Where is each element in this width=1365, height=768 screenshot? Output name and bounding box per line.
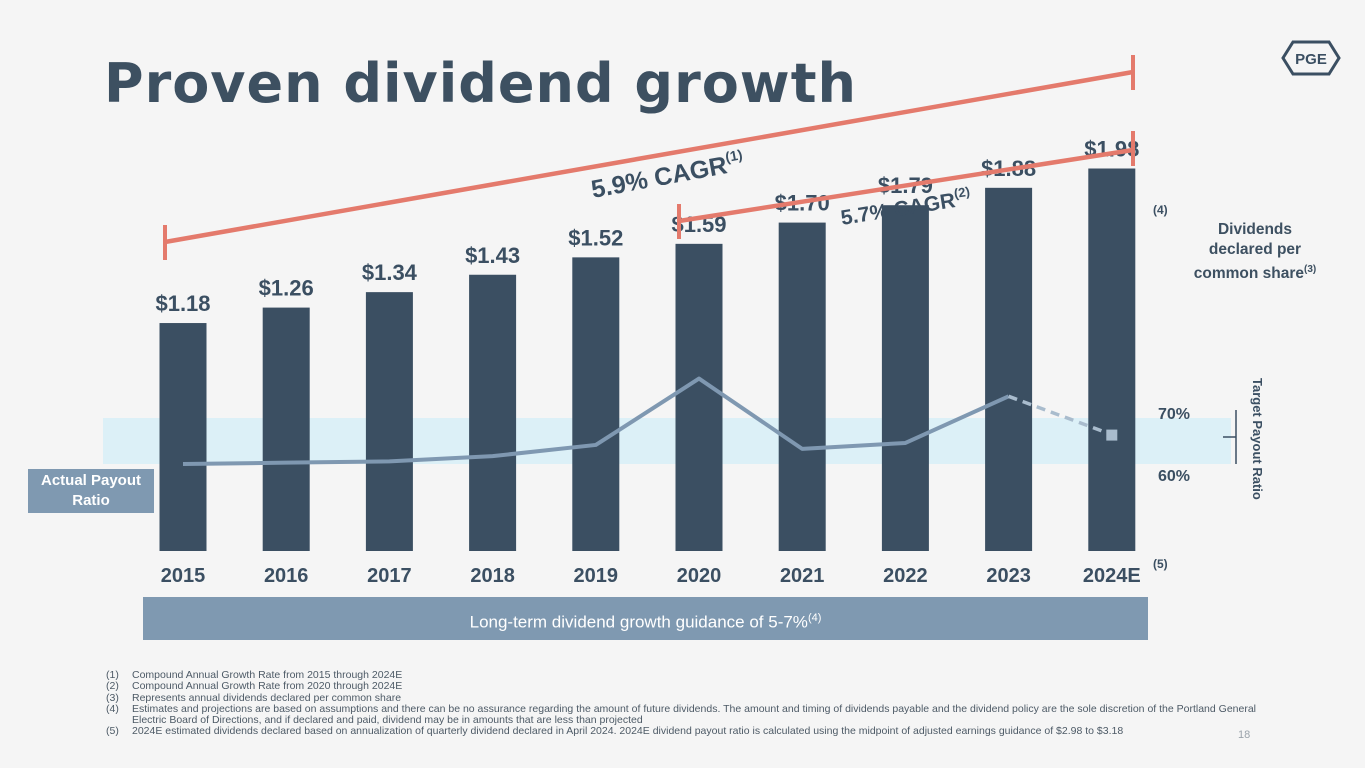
year-note: (5) (1153, 557, 1168, 571)
bar-label-2018: $1.43 (465, 243, 520, 268)
payout-line-projected (1007, 394, 1109, 435)
footnote-item: (1) Compound Annual Growth Rate from 2015… (106, 669, 403, 681)
bar-2024E (1088, 168, 1136, 551)
bar-2016 (262, 307, 310, 551)
target-high-label: 70% (1158, 406, 1190, 423)
legend-line-2: declared per (1208, 241, 1302, 258)
year-label-2021: 2021 (780, 565, 825, 587)
pge-logo: PGE (1281, 40, 1341, 76)
year-label-2019: 2019 (574, 565, 619, 587)
footnote-item: (4) Estimates and projections are based o… (106, 702, 1257, 727)
bar-2017 (365, 292, 413, 551)
footnote-item: (2) Compound Annual Growth Rate from 2020… (106, 680, 403, 693)
bar-2020 (675, 243, 723, 551)
year-label-2017: 2017 (367, 565, 412, 587)
bar-2018 (469, 274, 517, 551)
cagr-short-bracket (678, 147, 1134, 224)
dividend-note: (4) (1153, 203, 1168, 217)
year-label-2023: 2023 (986, 565, 1031, 587)
bar-label-2019: $1.52 (568, 225, 623, 250)
cagr-long-bracket (164, 69, 1134, 245)
bar-label-2017: $1.34 (362, 260, 418, 285)
year-label-2020: 2020 (677, 565, 722, 587)
year-label-2022: 2022 (883, 565, 928, 587)
dividend-legend: Dividends declared per common share(3) (1190, 220, 1320, 284)
footnotes: (1) Compound Annual Growth Rate from 2015… (106, 669, 1257, 738)
year-label-2024E: 2024E (1083, 565, 1141, 587)
bar-label-2016: $1.26 (259, 276, 314, 301)
legend-line-1: Dividends (1217, 221, 1293, 238)
page-number: 18 (1238, 729, 1251, 741)
target-payout-label: Target Payout Ratio (1250, 378, 1265, 500)
bar-2022 (881, 205, 929, 552)
bar-2015 (159, 323, 207, 551)
year-label-2018: 2018 (470, 565, 515, 587)
payout-2024e-marker (1106, 429, 1118, 441)
page-title: Proven dividend growth (104, 52, 857, 115)
legend-line-3: common share(3) (1193, 264, 1317, 283)
actual-payout-label: Actual Payout Ratio (28, 469, 154, 513)
logo-text: PGE (1295, 51, 1327, 68)
year-label-2016: 2016 (264, 565, 309, 587)
bar-2021 (778, 222, 826, 551)
bar-2023 (985, 187, 1033, 551)
bar-label-2015: $1.18 (155, 291, 210, 316)
footnote-item: (3) Represents annual dividends declared … (106, 691, 402, 704)
footnote-item: (5) 2024E estimated dividends declared ba… (106, 725, 1124, 738)
payout-line (182, 376, 1010, 466)
bar-2019 (572, 257, 620, 551)
target-low-label: 60% (1158, 468, 1190, 485)
year-label-2015: 2015 (161, 565, 206, 587)
guidance-banner: Long-term dividend growth guidance of 5-… (143, 597, 1148, 640)
